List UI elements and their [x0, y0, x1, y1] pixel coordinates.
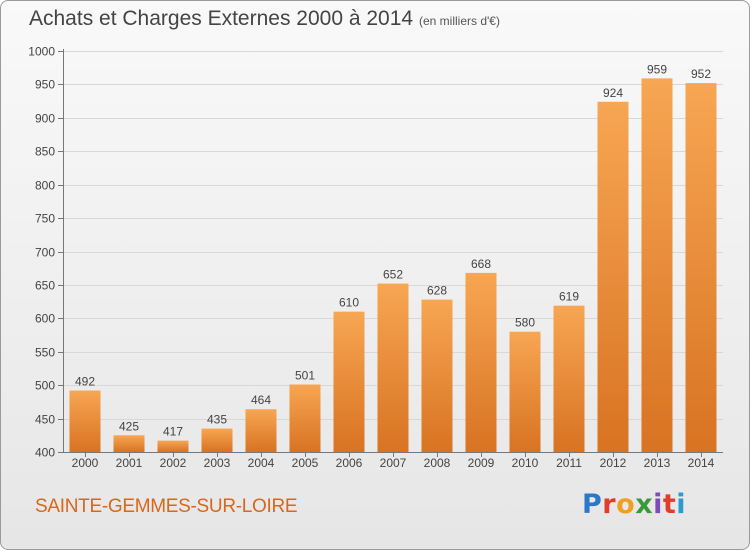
logo-letter: r	[602, 489, 617, 520]
bar	[685, 83, 717, 452]
logo-letter: t	[662, 489, 677, 520]
bar-value-label: 652	[383, 268, 403, 282]
bar	[201, 428, 233, 452]
y-tick-label: 550	[35, 346, 55, 360]
x-tick-label: 2004	[248, 456, 275, 470]
x-tick-label: 2001	[116, 456, 143, 470]
bar	[553, 305, 585, 452]
logo-letter: P	[582, 489, 603, 520]
bar	[333, 311, 365, 452]
x-tick-label: 2009	[468, 456, 495, 470]
logo-letter: i	[676, 489, 687, 520]
bar-value-label: 668	[471, 257, 491, 271]
x-tick-label: 2000	[72, 456, 99, 470]
y-tick-label: 450	[35, 413, 55, 427]
y-tick-label: 750	[35, 212, 55, 226]
y-tick-label: 950	[35, 78, 55, 92]
bar	[69, 390, 101, 452]
bar-value-label: 610	[339, 296, 359, 310]
logo-letter: i	[653, 489, 663, 520]
y-tick-label: 700	[35, 246, 55, 260]
commune-name: SAINTE-GEMMES-SUR-LOIRE	[35, 496, 298, 517]
x-tick-label: 2003	[204, 456, 231, 470]
bar	[465, 272, 497, 452]
x-tick-label: 2010	[512, 456, 539, 470]
bar	[157, 440, 189, 452]
x-tick-label: 2014	[688, 456, 715, 470]
bar	[597, 101, 629, 452]
x-tick-label: 2013	[644, 456, 671, 470]
bar	[289, 384, 321, 452]
bar	[641, 78, 673, 452]
y-tick-label: 500	[35, 379, 55, 393]
axes: 400 450 500 550 600 650 700 750 800 850 900 950 1000…	[28, 45, 723, 470]
x-tick-label: 2008	[424, 456, 451, 470]
bar	[377, 283, 409, 452]
bar-value-label: 959	[647, 62, 667, 76]
bar-value-label: 435	[207, 413, 227, 427]
proxiti-logo: Proxiti	[582, 489, 686, 520]
bar-value-label: 580	[515, 316, 535, 330]
y-tick-label: 850	[35, 145, 55, 159]
bar-value-label: 464	[251, 393, 271, 407]
y-tick-label: 800	[35, 179, 55, 193]
bar-value-label: 924	[603, 86, 623, 100]
bar	[245, 409, 277, 452]
x-tick-label: 2012	[600, 456, 627, 470]
bar-value-label: 628	[427, 284, 447, 298]
bars: 492 425 417 435 464 501 610 652 628 668 580 619 924 9…	[69, 62, 717, 452]
chart-subtitle: (en milliers d'€)	[419, 14, 500, 28]
y-tick-label: 1000	[28, 45, 55, 59]
y-tick-label: 650	[35, 279, 55, 293]
x-tick-label: 2007	[380, 456, 407, 470]
logo-letter: o	[616, 489, 636, 520]
y-tick-label: 900	[35, 112, 55, 126]
bar-value-label: 425	[119, 419, 139, 433]
bar-value-label: 417	[163, 425, 183, 439]
bar-value-label: 952	[691, 67, 711, 81]
y-tick-label: 400	[35, 446, 55, 460]
bar-value-label: 619	[559, 290, 579, 304]
bar	[113, 435, 145, 452]
x-tick-label: 2011	[556, 456, 582, 470]
bar	[421, 299, 453, 452]
bar-value-label: 501	[295, 368, 315, 382]
chart-title: Achats et Charges Externes 2000 à 2014	[29, 7, 414, 30]
bar	[509, 331, 541, 452]
x-tick-label: 2006	[336, 456, 363, 470]
y-tick-label: 600	[35, 312, 55, 326]
x-tick-label: 2002	[160, 456, 187, 470]
x-tick-label: 2005	[292, 456, 319, 470]
bar-value-label: 492	[75, 375, 95, 389]
logo-letter: x	[635, 489, 654, 520]
